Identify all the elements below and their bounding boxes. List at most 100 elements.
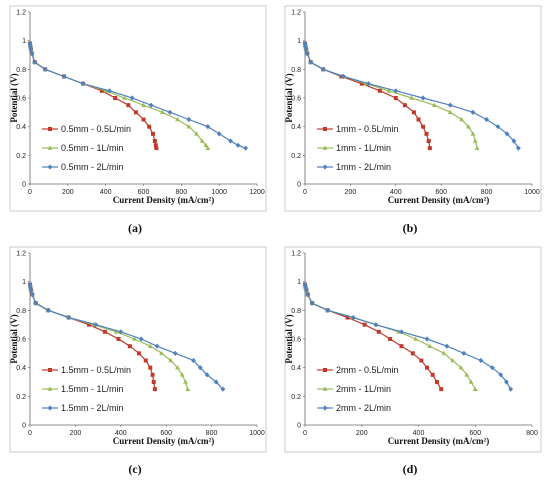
data-point xyxy=(420,95,426,101)
chart-svg-a: 0 0.2 0.4 0.6 0.8 1 1.2 0 200 400 600 800 1000 1200 Cu… xyxy=(9,5,267,235)
data-point xyxy=(303,43,308,49)
data-point xyxy=(216,131,222,137)
data-point xyxy=(102,329,107,334)
x-axis-label: Current Density (mA/cm²) xyxy=(113,436,215,446)
data-point xyxy=(42,66,48,72)
x-tick-label: 200 xyxy=(70,430,82,437)
data-point xyxy=(470,109,476,115)
data-point xyxy=(386,88,392,93)
data-point xyxy=(132,336,137,341)
chart-svg-c: 0 0.2 0.4 0.6 0.8 1 1.2 0 200 400 600 800 1000 Curren… xyxy=(9,246,267,476)
y-tick-label: 1 xyxy=(297,38,301,45)
x-tick-label: 0 xyxy=(303,189,307,196)
legend-swatch-marker xyxy=(47,145,53,150)
legend-entry-label: 0.5mm - 0.5L/min xyxy=(61,124,131,134)
data-point xyxy=(320,66,326,72)
x-tick-label: 800 xyxy=(206,430,218,437)
data-point xyxy=(205,145,211,150)
data-point xyxy=(468,379,474,384)
data-point xyxy=(116,337,121,341)
data-point xyxy=(362,322,367,327)
y-tick-label: 0.4 xyxy=(16,365,26,372)
data-point xyxy=(425,365,430,370)
legend: 2mm - 0.5L/min 2mm - 1L/min 2mm - 2L/min xyxy=(317,365,399,413)
data-point xyxy=(107,88,112,94)
panel-label-b: (b) xyxy=(403,221,418,235)
legend-swatch-marker xyxy=(48,127,52,131)
data-point xyxy=(175,365,180,370)
data-point xyxy=(450,357,455,363)
panel-label-a: (a) xyxy=(128,221,142,235)
data-point xyxy=(113,96,118,100)
y-tick-label: 0.2 xyxy=(16,394,26,401)
legend-swatch-marker xyxy=(47,164,53,170)
x-tick-label: 1000 xyxy=(211,189,227,196)
chart-frame xyxy=(284,5,542,212)
y-axis-label: Potential (V) xyxy=(284,314,294,363)
chart-frame xyxy=(284,246,542,453)
y-tick-label: 0.2 xyxy=(291,394,301,401)
data-point xyxy=(359,81,364,86)
x-axis-label: Current Density (mA/cm²) xyxy=(113,195,215,205)
data-point xyxy=(148,102,154,108)
data-point xyxy=(29,50,35,57)
x-tick-label: 200 xyxy=(345,189,357,196)
x-tick-label: 0 xyxy=(303,430,307,437)
data-point xyxy=(141,117,146,122)
chart-panel-b: 0 0.2 0.4 0.6 0.8 1 1.2 0 200 400 600 800 1000 Curren… xyxy=(275,0,550,241)
chart-panel-a: 0 0.2 0.4 0.6 0.8 1 1.2 0 200 400 600 800 1000 1200 Cu… xyxy=(0,0,275,241)
legend-swatch-marker xyxy=(322,386,328,391)
data-point xyxy=(504,131,510,137)
legend-swatch-marker xyxy=(47,405,53,411)
y-tick-label: 0.6 xyxy=(16,337,26,344)
legend-entry-label: 0.5mm - 2L/min xyxy=(61,162,124,172)
data-point xyxy=(27,40,33,47)
data-point xyxy=(447,102,453,108)
chart-panel-c: 0 0.2 0.4 0.6 0.8 1 1.2 0 200 400 600 800 1000 Curren… xyxy=(0,241,275,482)
data-point xyxy=(409,95,415,100)
data-point xyxy=(472,138,478,143)
data-point xyxy=(474,145,480,150)
data-point xyxy=(150,131,155,136)
x-tick-label: 1000 xyxy=(249,430,265,437)
panel-label-c: (c) xyxy=(128,462,141,476)
data-point xyxy=(478,357,484,364)
y-axis-label: Potential (V) xyxy=(9,73,19,122)
legend-entry-label: 0.5mm - 1L/min xyxy=(61,143,124,153)
data-point xyxy=(147,124,152,129)
data-point xyxy=(141,102,146,107)
x-tick-label: 1200 xyxy=(249,189,265,196)
data-point xyxy=(377,88,382,93)
data-point xyxy=(150,372,155,377)
legend-entry-label: 2mm - 2L/min xyxy=(336,403,391,413)
data-point xyxy=(393,96,398,100)
data-point xyxy=(461,350,467,356)
data-point xyxy=(447,109,453,115)
data-point xyxy=(194,131,199,136)
data-point xyxy=(484,116,489,123)
data-point xyxy=(434,380,439,384)
data-point xyxy=(304,50,310,57)
legend-entry-label: 1mm - 2L/min xyxy=(336,162,391,172)
y-tick-label: 0.8 xyxy=(291,67,301,74)
data-point xyxy=(122,95,127,100)
series-2 xyxy=(302,40,521,151)
data-point xyxy=(32,59,38,65)
legend: 1.5mm - 0.5L/min 1.5mm - 1L/min 1.5mm - 2L… xyxy=(42,365,131,413)
x-tick-label: 600 xyxy=(138,189,150,196)
y-tick-label: 0 xyxy=(22,182,26,189)
data-point xyxy=(138,336,144,342)
x-tick-label: 600 xyxy=(469,430,481,437)
data-point xyxy=(28,46,34,52)
data-point xyxy=(430,372,435,377)
data-point xyxy=(399,329,404,335)
data-point xyxy=(304,287,309,293)
data-point xyxy=(185,386,191,391)
data-point xyxy=(427,343,433,348)
chart-svg-d: 0 0.2 0.4 0.6 0.8 1 1.2 0 200 400 600 800 Current De… xyxy=(284,246,542,476)
data-point xyxy=(439,387,444,392)
y-tick-label: 0 xyxy=(297,182,301,189)
panel-label-d: (d) xyxy=(403,462,418,476)
data-point xyxy=(441,350,447,356)
